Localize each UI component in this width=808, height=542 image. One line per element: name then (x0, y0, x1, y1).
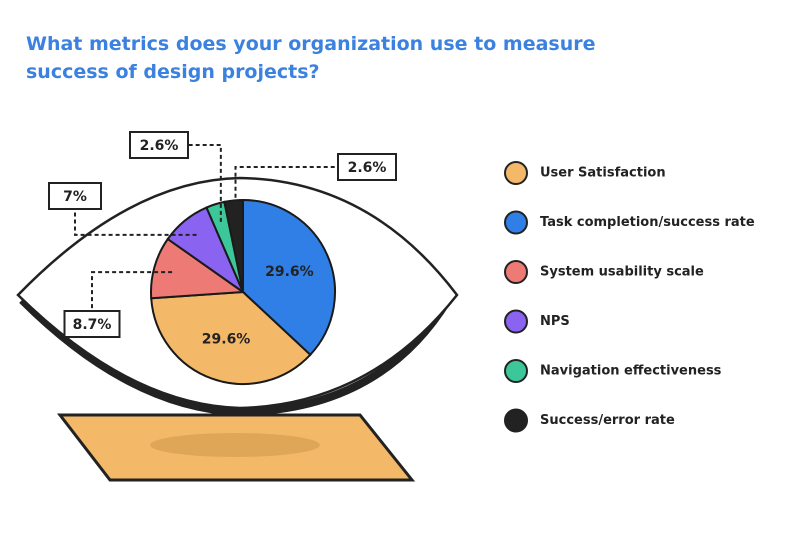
legend-swatch (504, 359, 528, 383)
callout-box (63, 310, 121, 338)
legend-swatch (504, 408, 528, 433)
legend: User Satisfaction Task completion/success… (504, 161, 755, 433)
legend-label: Task completion/success rate (540, 215, 755, 230)
legend-label: Navigation effectiveness (540, 364, 722, 379)
chart-title: What metrics does your organization use … (26, 33, 596, 83)
data-label: 29.6% (265, 264, 314, 280)
data-label: 7% (63, 189, 87, 205)
callout-box (48, 182, 102, 210)
title-line: success of design projects? (26, 61, 320, 83)
callout-line (74, 209, 197, 236)
callout-line (91, 271, 173, 311)
callout-box (337, 153, 397, 181)
eye-shadow (19, 297, 452, 417)
title-line: What metrics does your organization use … (26, 33, 596, 55)
data-label: 29.6% (202, 332, 251, 348)
legend-swatch (504, 161, 528, 185)
data-label: 2.6% (348, 160, 387, 176)
callout-line (234, 166, 338, 219)
legend-swatch (504, 210, 528, 235)
legend-swatch (504, 309, 528, 334)
pie: 29.6% 29.6% 8.7% 7% 2.6% 2.6% (48, 131, 397, 385)
pie-slice (150, 290, 312, 385)
pie-slice (242, 198, 336, 357)
callout-box (129, 131, 189, 159)
legend-label: Success/error rate (540, 413, 675, 428)
data-label: 2.6% (140, 138, 179, 154)
data-label: 8.7% (73, 317, 112, 333)
platform-shadow (150, 433, 320, 457)
legend-label: NPS (540, 314, 570, 329)
callout-line (188, 144, 222, 222)
legend-label: System usability scale (540, 265, 704, 280)
legend-swatch (504, 260, 528, 284)
legend-label: User Satisfaction (540, 166, 666, 181)
pie-slice (223, 198, 244, 293)
